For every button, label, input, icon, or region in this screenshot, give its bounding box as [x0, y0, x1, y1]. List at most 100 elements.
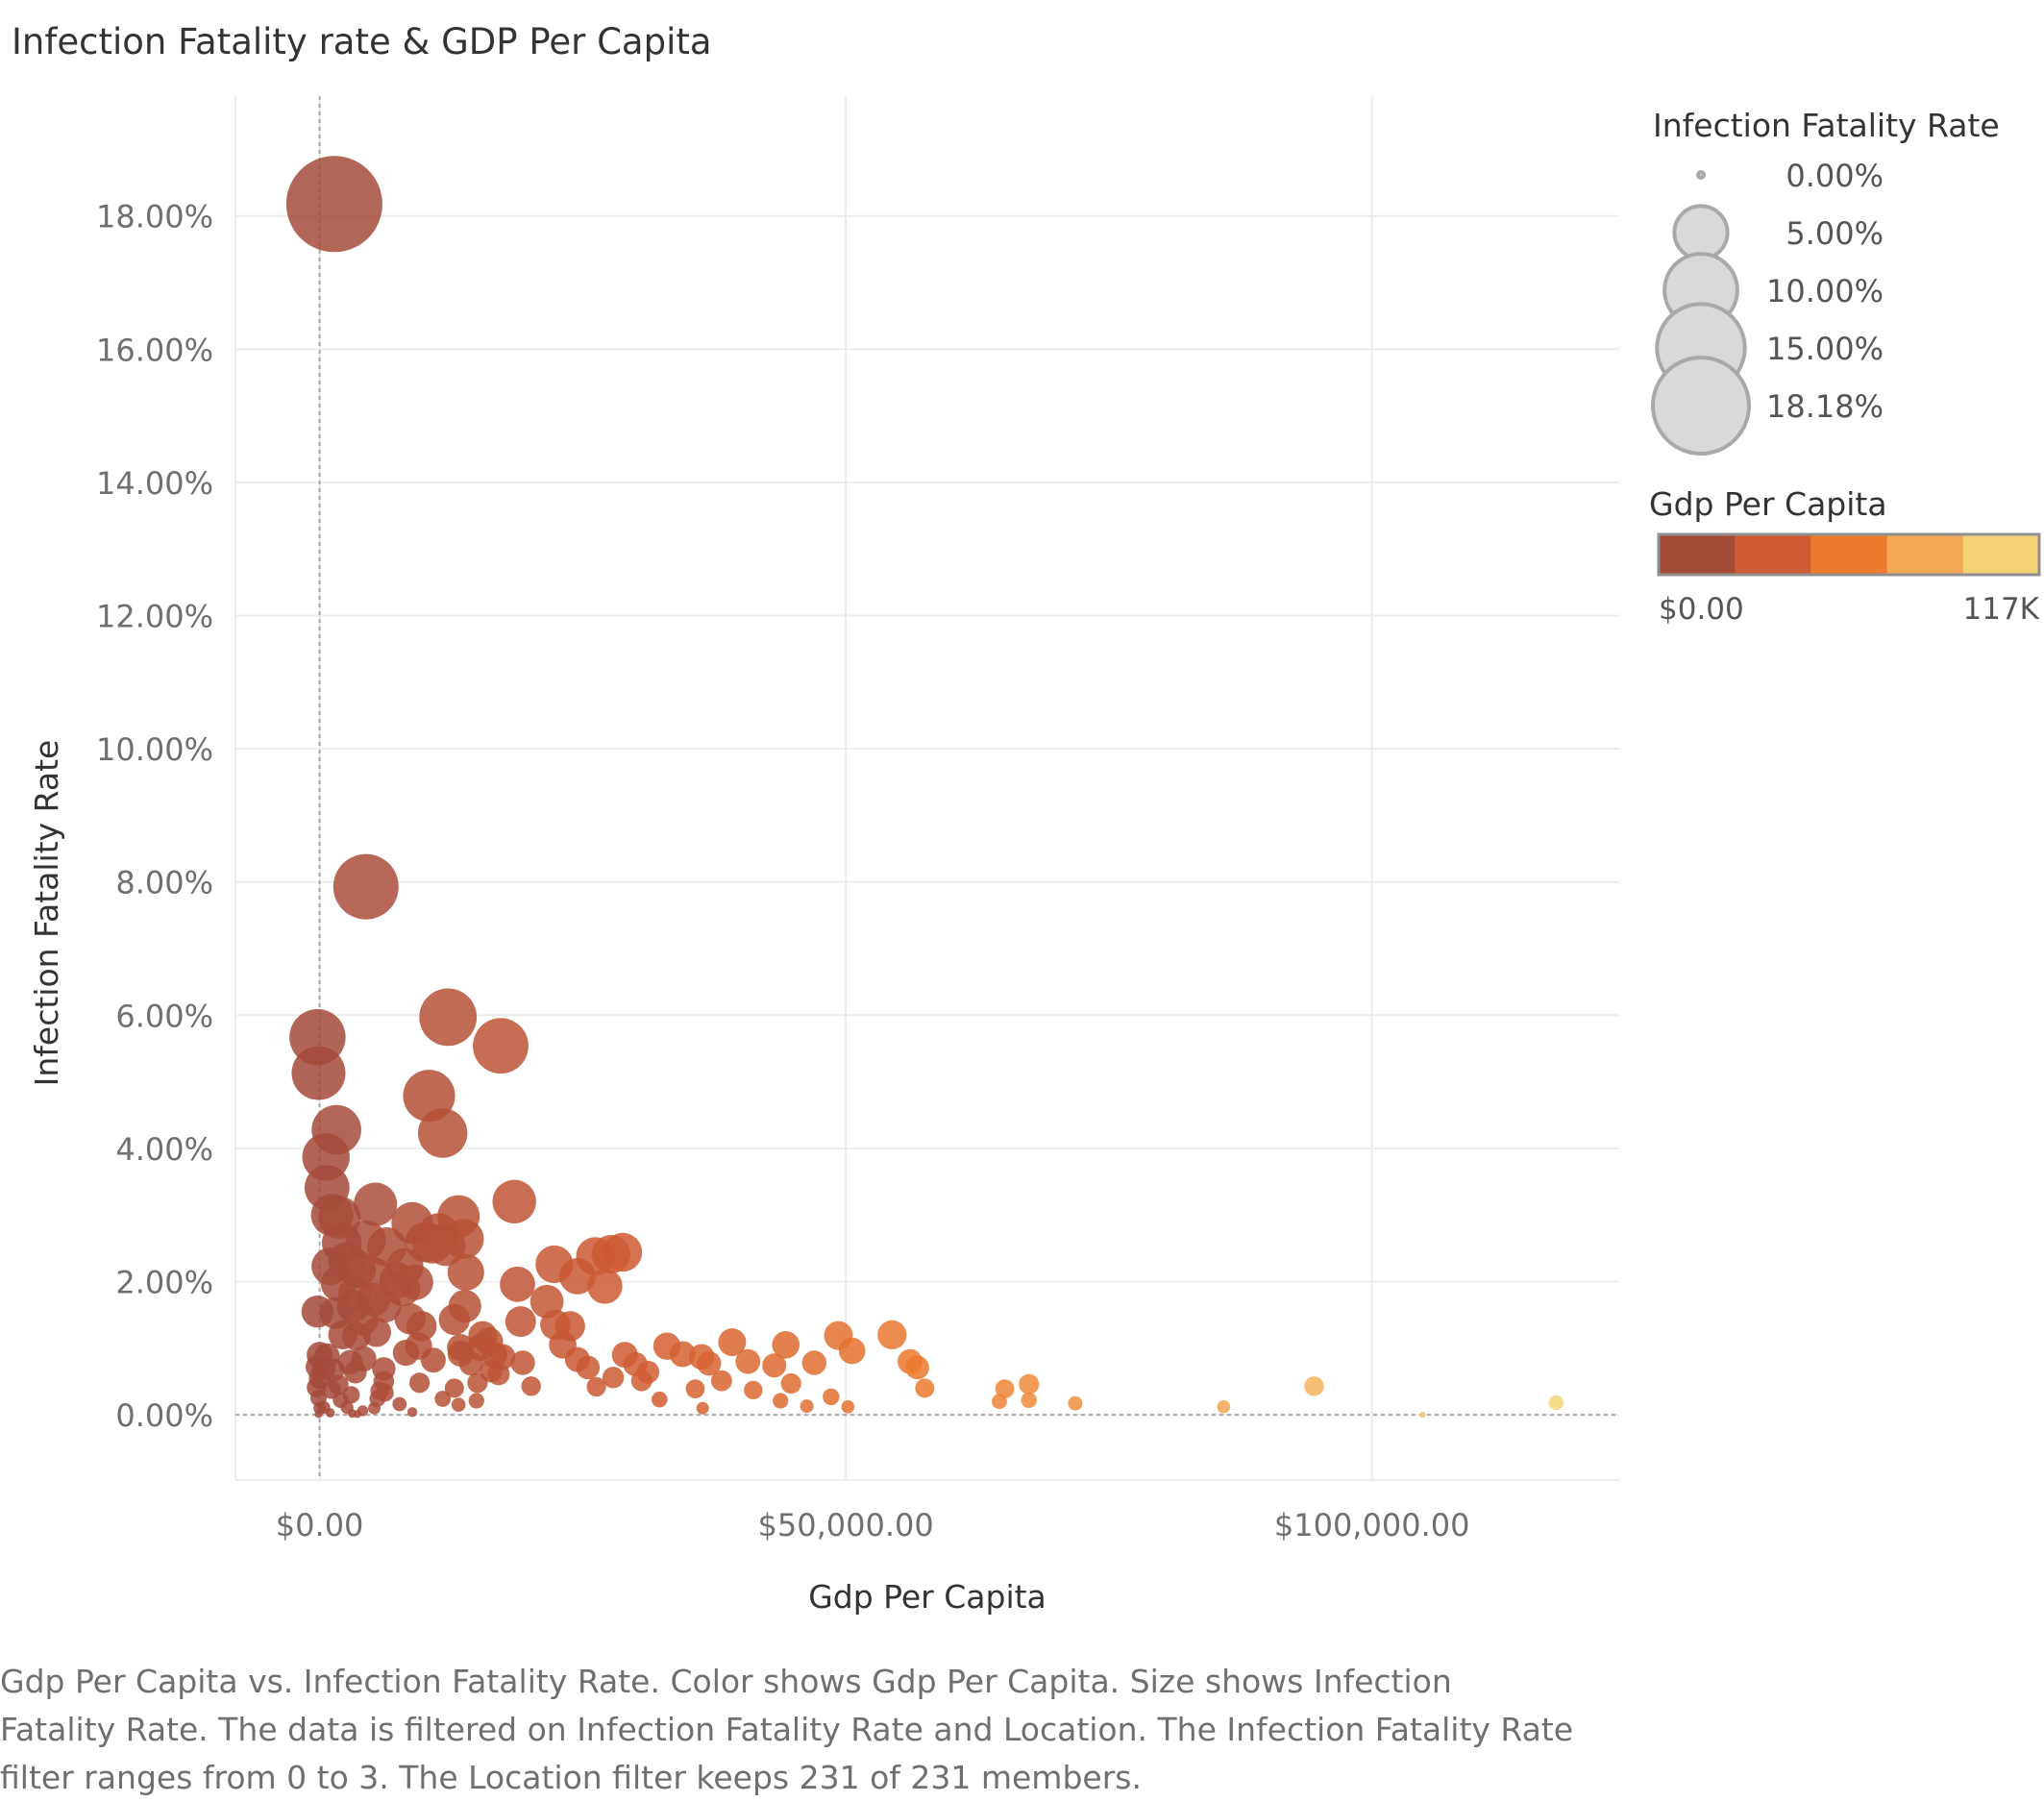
data-point	[325, 1408, 335, 1418]
data-point	[344, 1360, 367, 1384]
y-tick-label: 14.00%	[96, 465, 213, 502]
data-point	[444, 1378, 464, 1398]
data-point	[510, 1350, 535, 1375]
data-point	[652, 1391, 668, 1408]
y-tick-label: 10.00%	[96, 731, 213, 768]
data-point	[409, 1372, 431, 1394]
size-legend: Infection Fatality Rate 0.00% 5.00% 10.00%…	[1651, 107, 2000, 456]
size-legend-swatch	[1696, 170, 1706, 180]
chart-title: Infection Fatality rate & GDP Per Capita	[12, 21, 712, 62]
y-tick-label: 6.00%	[115, 998, 213, 1034]
x-tick-label: $50,000.00	[758, 1507, 934, 1543]
data-point	[823, 1388, 840, 1406]
color-legend-min-label: $0.00	[1659, 592, 1744, 627]
data-point	[905, 1355, 929, 1380]
data-point	[419, 988, 478, 1047]
data-point	[838, 1337, 866, 1365]
data-point	[697, 1351, 722, 1376]
data-point	[772, 1331, 800, 1359]
y-tick-label: 12.00%	[96, 599, 213, 635]
size-legend-label: 10.00%	[1766, 273, 1884, 309]
data-point	[602, 1367, 625, 1389]
data-point	[877, 1320, 907, 1349]
color-ramp-segment	[1659, 534, 1736, 575]
data-point	[392, 1396, 407, 1412]
data-point	[438, 1303, 470, 1336]
data-point	[521, 1376, 541, 1396]
data-point	[468, 1393, 484, 1409]
data-point	[473, 1018, 529, 1074]
data-point	[800, 1399, 814, 1414]
data-point	[587, 1269, 623, 1304]
data-point	[291, 1046, 346, 1100]
y-tick-label: 16.00%	[96, 332, 213, 368]
data-point	[406, 1407, 418, 1418]
size-legend-swatch	[1651, 356, 1751, 456]
x-axis-title: Gdp Per Capita	[808, 1578, 1047, 1616]
color-ramp-segment	[1886, 534, 1964, 575]
color-ramp	[1659, 534, 2040, 575]
data-point	[467, 1372, 488, 1394]
data-point	[505, 1306, 536, 1338]
color-ramp-segment	[1962, 534, 2040, 575]
size-legend-label: 15.00%	[1766, 331, 1884, 367]
data-point	[1068, 1395, 1083, 1411]
color-legend-title: Gdp Per Capita	[1649, 485, 1887, 523]
data-point	[1419, 1412, 1426, 1419]
color-legend: Gdp Per Capita $0.00 117K	[1649, 485, 2041, 627]
x-tick-label: $0.00	[276, 1507, 364, 1543]
y-axis-title: Infection Fatality Rate	[28, 740, 65, 1087]
y-tick-label: 18.00%	[96, 199, 213, 235]
data-point	[420, 1347, 446, 1373]
data-point	[354, 1182, 398, 1226]
size-legend-swatch	[1672, 204, 1730, 261]
data-point	[995, 1379, 1015, 1398]
data-point	[353, 1410, 362, 1419]
y-axis-ticks: 0.00% 2.00% 4.00% 6.00% 8.00% 10.00% 12.00% 14.…	[96, 199, 213, 1434]
y-tick-label: 2.00%	[115, 1264, 213, 1300]
y-tick-label: 4.00%	[115, 1131, 213, 1168]
y-tick-label: 0.00%	[115, 1397, 213, 1434]
data-point	[434, 1391, 452, 1407]
y-tick-label: 8.00%	[115, 865, 213, 901]
data-point	[368, 1401, 381, 1415]
data-point	[780, 1372, 801, 1395]
size-legend-title: Infection Fatality Rate	[1653, 107, 2000, 144]
data-point	[492, 1179, 536, 1224]
data-point	[392, 1340, 419, 1367]
zero-reference-lines	[235, 96, 1619, 1480]
data-point	[762, 1353, 787, 1378]
data-point	[744, 1380, 763, 1400]
x-axis-ticks: $0.00 $50,000.00 $100,000.00	[276, 1507, 1470, 1543]
data-point	[669, 1341, 696, 1368]
data-point	[285, 156, 382, 253]
data-point	[426, 1226, 466, 1267]
size-legend-label: 5.00%	[1785, 215, 1884, 252]
data-point	[696, 1401, 709, 1415]
data-point	[314, 1410, 323, 1419]
color-ramp-segment	[1810, 534, 1888, 575]
size-legend-label: 0.00%	[1785, 158, 1884, 194]
plot-background	[235, 96, 1619, 1480]
scatter-chart: 0.00% 2.00% 4.00% 6.00% 8.00% 10.00% 12.00% 14.…	[28, 96, 2041, 1616]
data-point	[773, 1393, 789, 1409]
data-point	[1548, 1395, 1564, 1411]
data-points	[285, 156, 1564, 1419]
data-point	[711, 1370, 732, 1392]
data-point	[447, 1253, 484, 1291]
color-ramp-border	[1657, 532, 2041, 577]
data-point	[718, 1328, 747, 1357]
data-point	[418, 1108, 468, 1158]
chart-caption: Gdp Per Capita vs. Infection Fatality Ra…	[0, 1663, 1574, 1796]
data-point	[1021, 1392, 1037, 1409]
plot-area	[235, 96, 1619, 1480]
data-point	[487, 1363, 510, 1386]
data-point	[735, 1348, 761, 1374]
data-point	[841, 1400, 855, 1414]
data-point	[1304, 1376, 1324, 1396]
x-tick-label: $100,000.00	[1274, 1507, 1470, 1543]
data-point	[341, 1321, 371, 1351]
color-ramp-segment	[1735, 534, 1811, 575]
data-point	[500, 1266, 535, 1302]
data-point	[586, 1376, 606, 1397]
